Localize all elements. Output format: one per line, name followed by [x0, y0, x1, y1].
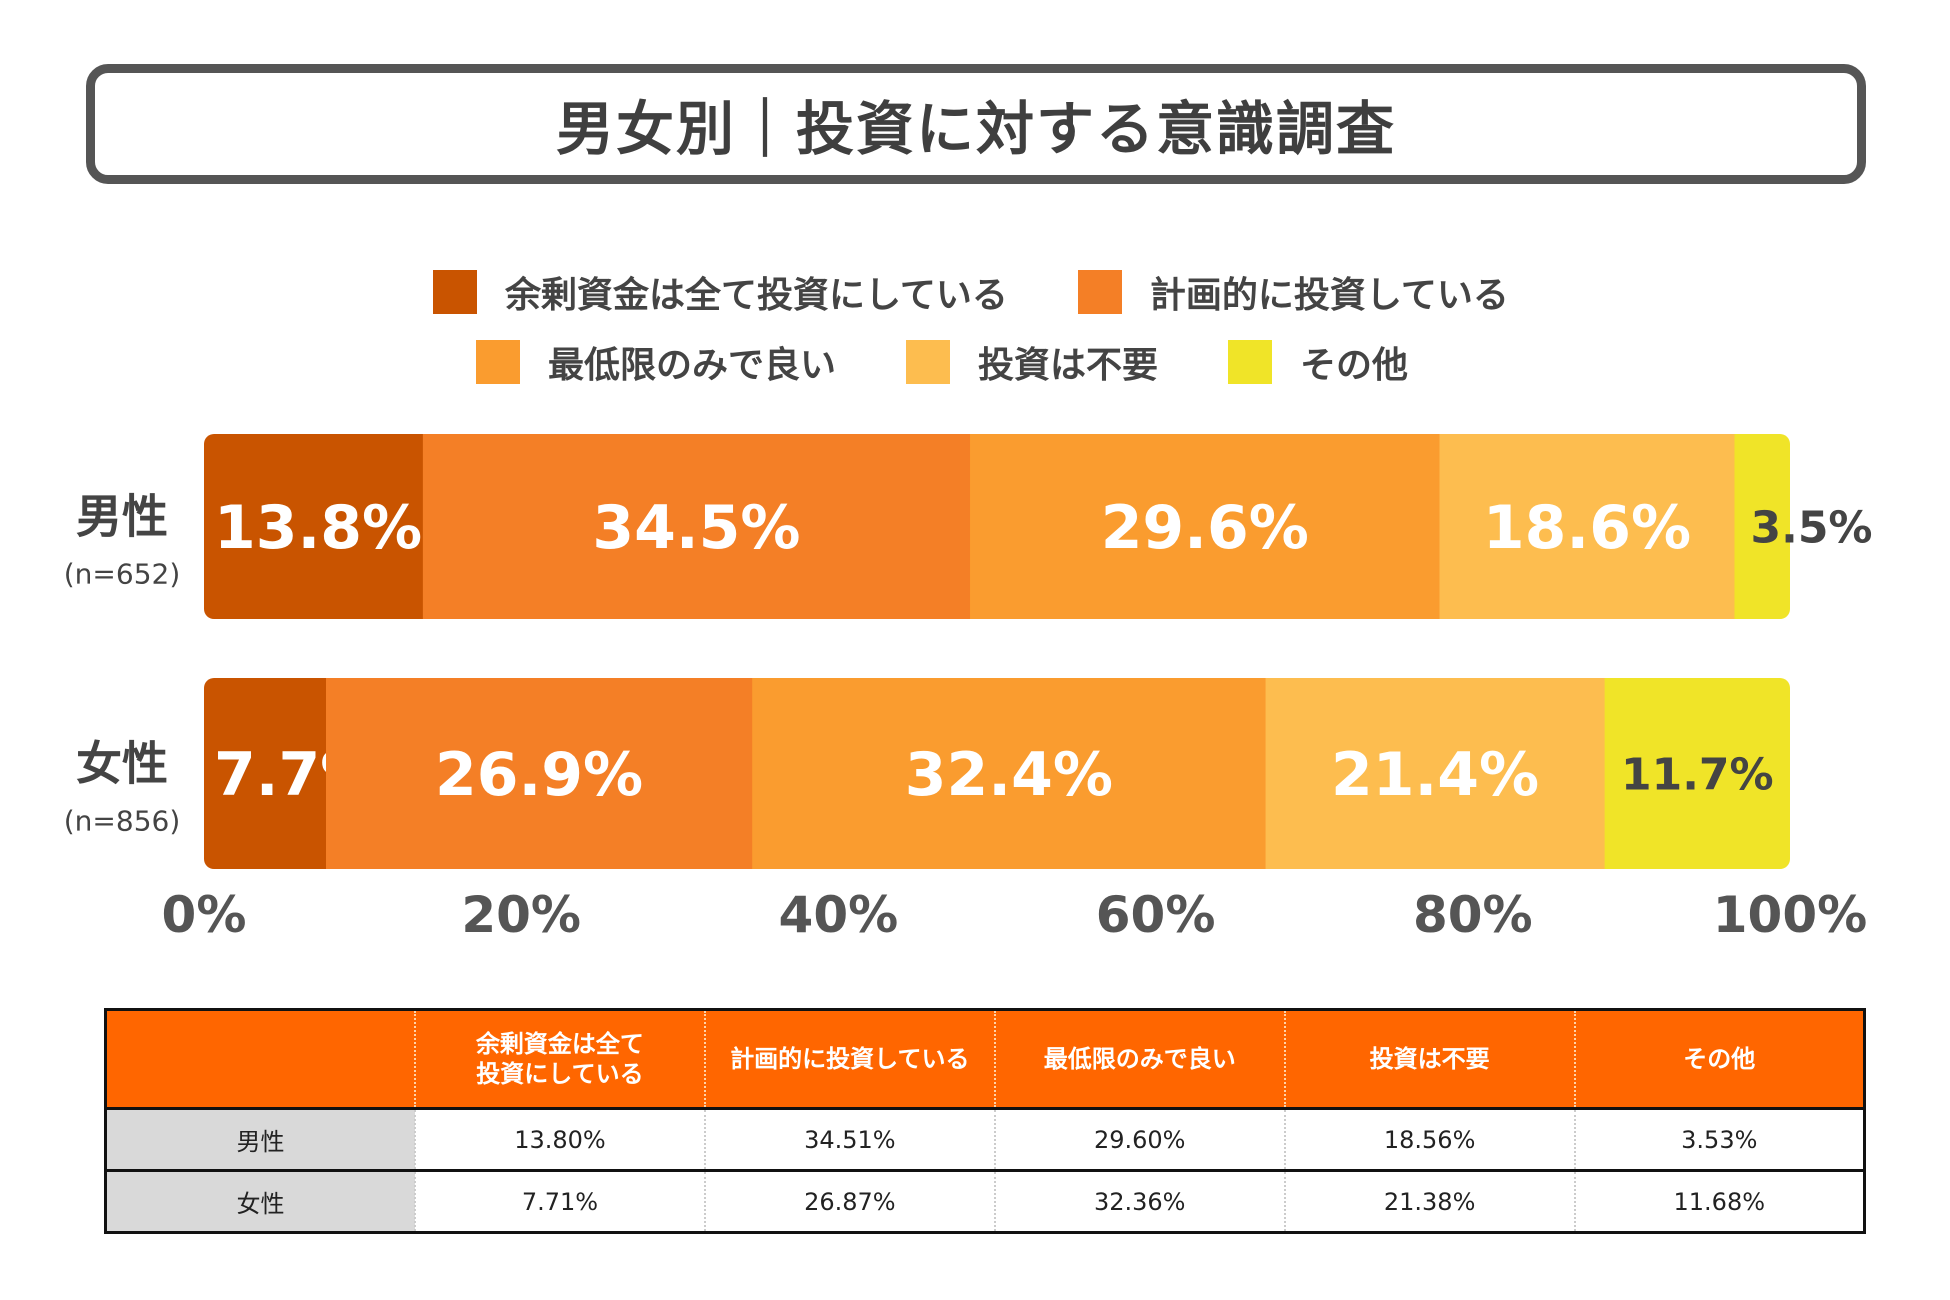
legend-swatch-surplus — [433, 270, 477, 314]
data-label: 3.5% — [1750, 502, 1872, 553]
chart-title: 男女別｜投資に対する意識調査 — [555, 95, 1396, 163]
table-cell: 18.56% — [1283, 1107, 1575, 1171]
table-row: 男性 13.80% 34.51% 29.60% 18.56% 3.53% — [105, 1107, 1865, 1171]
data-label: 29.6% — [1101, 493, 1309, 563]
data-label: 26.9% — [435, 740, 643, 810]
stacked-bar-chart: 男性 (n=652) 13.8% 34.5% 29.6% 18.6% 3.5% 女性 (n=85… — [64, 434, 1873, 944]
bar-segment — [204, 678, 327, 869]
legend-swatch-unnecessary — [906, 340, 951, 384]
legend-swatch-other — [1228, 340, 1273, 384]
bar-segment — [204, 434, 424, 619]
legend-item-surplus: 余剰資金は全て投資にしている — [433, 266, 1008, 318]
table-header: 最低限のみで良い — [993, 1009, 1285, 1109]
table-row-label: 男性 — [105, 1107, 415, 1171]
legend-row-1: 余剰資金は全て投資にしている 計画的に投資している — [433, 266, 1509, 318]
table-header: 余剰資金は全て 投資にしている — [414, 1009, 705, 1109]
bar-segment — [422, 434, 971, 619]
x-tick-label: 40% — [779, 886, 899, 944]
bar-segment — [1604, 678, 1790, 869]
table-cell: 26.87% — [703, 1169, 995, 1233]
legend-item-unnecessary: 投資は不要 — [906, 336, 1158, 388]
legend-swatch-minimum — [476, 340, 520, 384]
table-cell: 7.71% — [414, 1169, 705, 1233]
data-label: 18.6% — [1483, 493, 1691, 563]
legend-item-planned: 計画的に投資している — [1077, 266, 1509, 318]
table-cell: 34.51% — [703, 1107, 995, 1171]
data-label: 21.4% — [1331, 740, 1539, 810]
legend-item-minimum: 最低限のみで良い — [476, 336, 836, 388]
table-corner-cell — [105, 1009, 415, 1109]
bar-segment — [1734, 434, 1790, 619]
category-n-label: (n=856) — [64, 805, 181, 838]
bar-segment — [752, 678, 1267, 869]
data-label: 13.8% — [214, 493, 422, 563]
table-header: 投資は不要 — [1283, 1009, 1575, 1109]
legend-item-other: その他 — [1228, 336, 1408, 388]
category-label: 女性 — [76, 737, 168, 791]
data-label: 11.7% — [1621, 749, 1774, 800]
table-cell: 13.80% — [414, 1107, 705, 1171]
bar-segment — [1265, 678, 1606, 869]
data-table: 余剰資金は全て 投資にしている 計画的に投資している 最低限のみで良い 投資は不… — [104, 1008, 1866, 1234]
table-row-label: 女性 — [105, 1169, 415, 1233]
legend-row-2: 最低限のみで良い 投資は不要 その他 — [476, 336, 1408, 388]
data-label: 34.5% — [592, 493, 800, 563]
x-tick-label: 20% — [461, 886, 581, 944]
x-tick-label: 80% — [1413, 886, 1533, 944]
table-cell: 11.68% — [1573, 1169, 1865, 1233]
category-label: 男性 — [76, 490, 168, 544]
x-tick-label: 100% — [1713, 886, 1867, 944]
legend-label-minimum: 最低限のみで良い — [548, 345, 837, 386]
data-label: 32.4% — [905, 740, 1113, 810]
legend-label-other: その他 — [1300, 345, 1409, 386]
x-tick-label: 0% — [162, 886, 247, 944]
title-box: 男女別｜投資に対する意識調査 — [86, 64, 1866, 184]
table-cell: 21.38% — [1283, 1169, 1575, 1233]
table-row: 女性 7.71% 26.87% 32.36% 21.38% 11.68% — [105, 1169, 1865, 1233]
table-cell: 29.60% — [993, 1107, 1285, 1171]
bar-segment — [326, 678, 753, 869]
table-header-row: 余剰資金は全て 投資にしている 計画的に投資している 最低限のみで良い 投資は不… — [105, 1009, 1865, 1109]
legend-label-surplus: 余剰資金は全て投資にしている — [505, 275, 1008, 316]
bar-segment — [1439, 434, 1735, 619]
x-tick-label: 60% — [1096, 886, 1216, 944]
table-header: 計画的に投資している — [703, 1009, 995, 1109]
table-cell: 3.53% — [1573, 1107, 1865, 1171]
legend-label-planned: 計画的に投資している — [1149, 275, 1509, 316]
legend-label-unnecessary: 投資は不要 — [978, 345, 1159, 386]
category-n-label: (n=652) — [64, 558, 181, 591]
table-cell: 32.36% — [993, 1169, 1285, 1233]
bar-segment — [970, 434, 1440, 619]
table-header: その他 — [1573, 1009, 1865, 1109]
legend-swatch-planned — [1077, 270, 1122, 314]
